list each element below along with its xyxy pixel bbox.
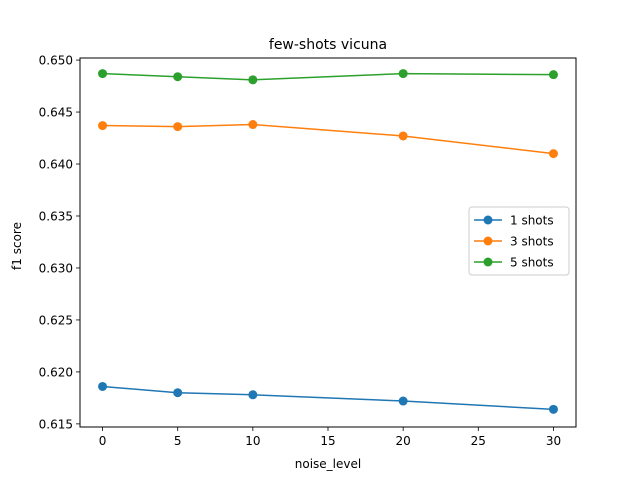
data-point xyxy=(173,122,183,132)
legend-item: 3 shots xyxy=(474,235,554,249)
legend-label: 5 shots xyxy=(510,256,554,270)
legend-item: 1 shots xyxy=(474,214,554,228)
y-tick-label: 0.645 xyxy=(39,106,73,120)
y-axis-ticks: 0.615 0.620 0.625 0.630 0.635 0.640 0.645 0.650 xyxy=(39,54,80,431)
y-tick-label: 0.630 xyxy=(39,261,73,275)
y-tick-label: 0.615 xyxy=(39,417,73,431)
x-tick-label: 0 xyxy=(99,434,107,448)
x-axis-title: noise_level xyxy=(295,457,361,471)
data-point xyxy=(173,388,183,398)
data-point xyxy=(398,69,408,79)
x-tick-label: 15 xyxy=(320,434,335,448)
data-point xyxy=(248,390,258,400)
series-2 xyxy=(98,120,558,159)
x-tick-label: 30 xyxy=(546,434,561,448)
x-tick-label: 25 xyxy=(471,434,486,448)
legend: 1 shots 3 shots 5 shots xyxy=(468,206,570,276)
legend-box xyxy=(468,206,570,276)
x-axis-ticks: 0 5 10 15 20 25 30 xyxy=(99,427,561,448)
y-tick-label: 0.635 xyxy=(39,209,73,223)
y-tick-label: 0.620 xyxy=(39,365,73,379)
legend-label: 1 shots xyxy=(510,214,554,228)
legend-marker xyxy=(483,257,493,267)
legend-item: 5 shots xyxy=(474,256,554,270)
legend-marker xyxy=(483,215,493,225)
data-point xyxy=(98,69,108,79)
legend-marker xyxy=(483,236,493,246)
y-tick-label: 0.650 xyxy=(39,54,73,68)
data-point xyxy=(398,396,408,406)
chart-title: few-shots vicuna xyxy=(269,37,387,53)
data-point xyxy=(548,70,558,80)
x-tick-label: 20 xyxy=(396,434,411,448)
series-1 xyxy=(98,381,558,414)
data-point xyxy=(248,120,258,130)
y-axis-title: f1 score xyxy=(10,222,24,270)
data-point xyxy=(98,121,108,131)
y-tick-label: 0.640 xyxy=(39,158,73,172)
x-tick-label: 10 xyxy=(245,434,260,448)
legend-label: 3 shots xyxy=(510,235,554,249)
data-point xyxy=(548,149,558,159)
data-point xyxy=(248,75,258,85)
series-3 xyxy=(98,69,558,85)
data-point xyxy=(98,381,108,391)
data-point xyxy=(398,131,408,141)
data-point xyxy=(173,72,183,82)
y-tick-label: 0.625 xyxy=(39,313,73,327)
x-tick-label: 5 xyxy=(174,434,182,448)
data-point xyxy=(548,404,558,414)
